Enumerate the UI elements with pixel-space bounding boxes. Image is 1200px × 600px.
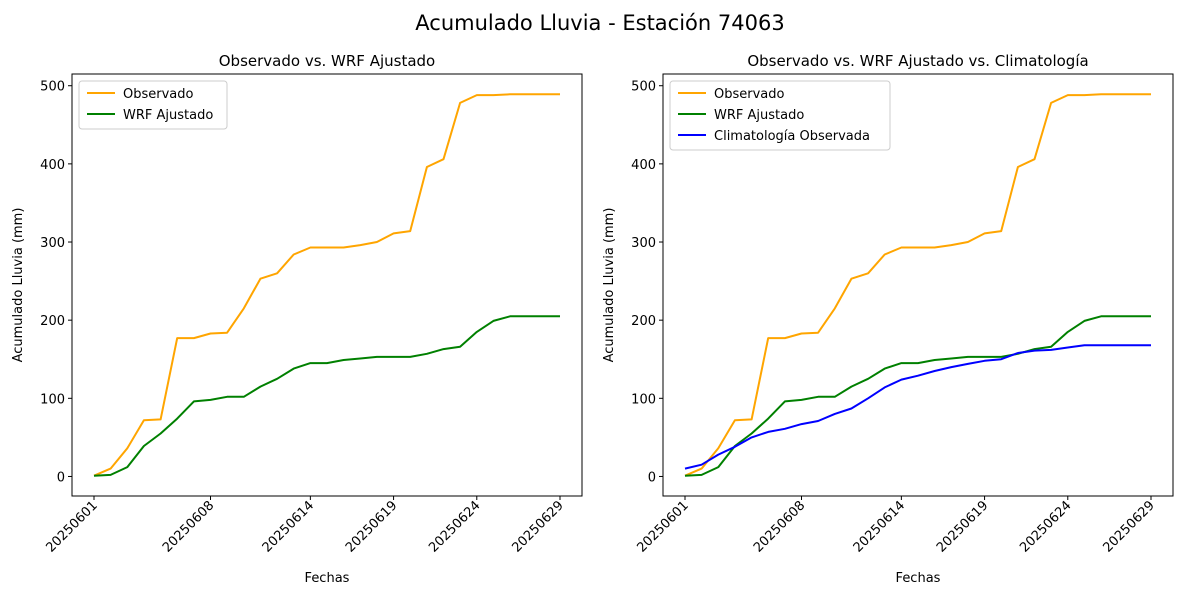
legend-box [669,80,891,151]
x-tick-label: 20250629 [1100,498,1157,555]
plot-frame [662,73,1174,497]
y-tick-label: 500 [631,80,656,95]
y-tick-label: 200 [40,314,65,329]
legend-label: Observado [123,87,194,102]
x-axis-label: Fechas [896,571,941,586]
series-line-climatolog-a-observada [684,344,1151,470]
chart-title: Observado vs. WRF Ajustado vs. Climatolo… [747,52,1088,70]
x-tick-label: 20250624 [426,498,483,555]
y-tick-label: 400 [40,158,65,173]
y-axis-label: Acumulado Lluvia (mm) [602,208,617,363]
y-tick-label: 500 [40,80,65,95]
x-tick-label: 20250624 [1017,498,1074,555]
x-tick-label: 20250601 [634,498,691,555]
x-tick-label: 20250629 [509,498,566,555]
y-tick-label: 100 [40,392,65,407]
x-tick-label: 20250619 [934,498,991,555]
x-tick-label: 20250601 [43,498,100,555]
series-line-observado [93,93,560,477]
legend-label: WRF Ajustado [123,108,213,123]
chart-title: Observado vs. WRF Ajustado [219,52,435,70]
x-tick-label: 20250614 [260,498,317,555]
y-tick-label: 200 [631,314,656,329]
y-tick-label: 400 [631,158,656,173]
x-tick-label: 20250619 [343,498,400,555]
x-tick-label: 20250608 [751,498,808,555]
plot-frame [71,73,583,497]
legend: Observado WRF Ajustado Climatología Observ… [669,80,891,151]
y-tick-label: 100 [631,392,656,407]
x-axis-label: Fechas [305,571,350,586]
legend-label: WRF Ajustado [714,108,804,123]
chart-observado-vs-wrf: Observado vs. WRF Ajustado 0 100 200 300 400 5… [11,52,583,586]
legend-box [78,80,228,130]
y-axis-label: Acumulado Lluvia (mm) [11,208,26,363]
x-tick-label: 20250614 [851,498,908,555]
y-tick-label: 300 [631,236,656,251]
figure-title: Acumulado Lluvia - Estación 74063 [415,11,784,35]
legend-label: Observado [714,87,785,102]
x-tick-label: 20250608 [160,498,217,555]
y-tick-label: 300 [40,236,65,251]
legend-label: Climatología Observada [714,129,870,144]
series-line-observado [684,93,1151,477]
y-tick-label: 0 [648,470,656,485]
chart-observado-vs-wrf-vs-climatologia: Observado vs. WRF Ajustado vs. Climatolo… [602,52,1174,586]
series-line-wrf-ajustado [93,315,560,477]
series-line-wrf-ajustado [684,315,1151,477]
y-tick-label: 0 [57,470,65,485]
legend: Observado WRF Ajustado [78,80,228,130]
